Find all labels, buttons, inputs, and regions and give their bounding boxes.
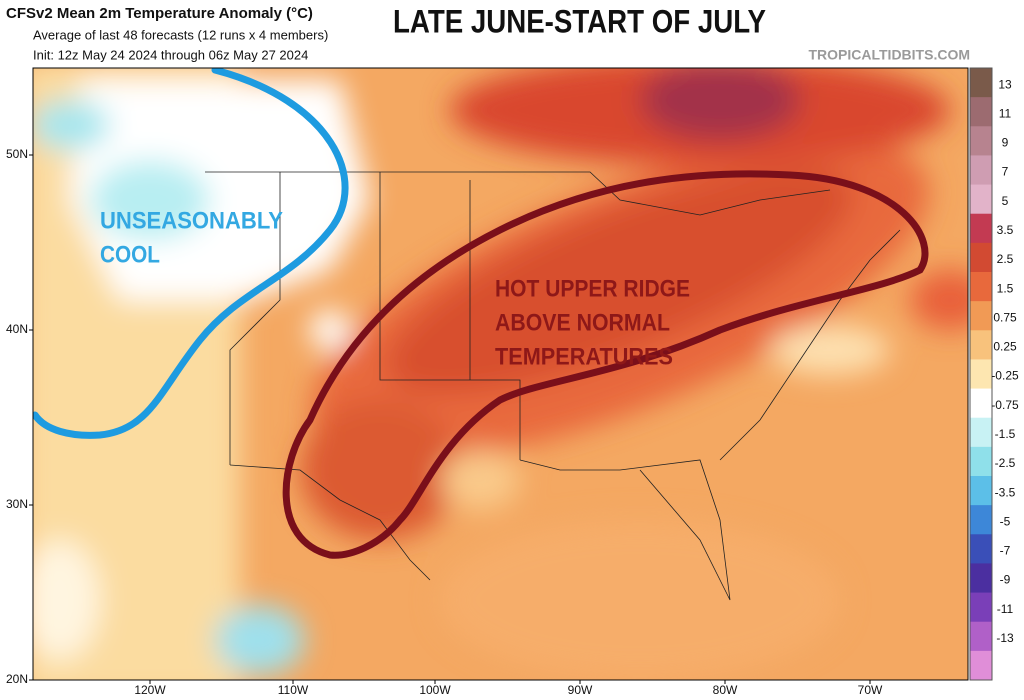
colorbar-segment bbox=[970, 388, 992, 419]
colorbar-label: 7 bbox=[1002, 165, 1009, 179]
colorbar-label: -0.25 bbox=[991, 369, 1019, 383]
colorbar-segment bbox=[970, 184, 992, 215]
colorbar-label: 5 bbox=[1002, 194, 1009, 208]
lat-label: 50N bbox=[6, 147, 28, 161]
header: CFSv2 Mean 2m Temperature Anomaly (°C) A… bbox=[6, 3, 970, 62]
lon-label: 80W bbox=[713, 683, 738, 697]
annotation: UNSEASONABLY bbox=[100, 207, 283, 234]
colorbar-label: 1.5 bbox=[997, 281, 1014, 295]
colorbar-segment bbox=[970, 330, 992, 360]
colorbar-segment bbox=[970, 155, 992, 186]
lon-label: 90W bbox=[568, 683, 593, 697]
lat-label: 20N bbox=[6, 672, 28, 686]
colorbar-segment bbox=[970, 505, 992, 535]
colorbar-segment bbox=[970, 126, 992, 156]
colorbar-segment bbox=[970, 97, 992, 127]
colorbar-segment bbox=[970, 213, 992, 244]
borders bbox=[205, 171, 901, 601]
colorbar-label: 0.25 bbox=[993, 340, 1017, 354]
colorbar-segment bbox=[970, 650, 992, 681]
colorbar-label: -0.75 bbox=[991, 398, 1019, 412]
colorbar-label: -1.5 bbox=[995, 427, 1016, 441]
colorbar-label: 11 bbox=[999, 106, 1012, 120]
colorbar-label: 3.5 bbox=[997, 223, 1014, 237]
colorbar-label: 9 bbox=[1002, 136, 1009, 150]
anomaly-field bbox=[33, 68, 968, 680]
colorbar-segment bbox=[970, 621, 992, 652]
map bbox=[33, 68, 968, 680]
colorbar-segment bbox=[970, 592, 992, 623]
title: CFSv2 Mean 2m Temperature Anomaly (°C) bbox=[6, 5, 313, 22]
lon-label: 100W bbox=[419, 683, 451, 697]
colorbar-segment bbox=[970, 242, 992, 273]
colorbar-label: -5 bbox=[1000, 514, 1011, 528]
map-frame bbox=[32, 67, 969, 681]
colorbar-label: 0.75 bbox=[993, 310, 1017, 324]
colorbar-label: -2.5 bbox=[995, 456, 1016, 470]
subtitle: Average of last 48 forecasts (12 runs x … bbox=[33, 27, 328, 42]
colorbar-segment bbox=[970, 476, 992, 506]
colorbar-segment bbox=[970, 272, 992, 302]
colorbar-segment bbox=[970, 301, 992, 331]
lat-label: 30N bbox=[6, 497, 28, 511]
lon-label: 70W bbox=[858, 683, 883, 697]
headline: LATE JUNE-START OF JULY bbox=[393, 3, 766, 39]
colorbar-label: -13 bbox=[996, 631, 1014, 645]
credit: TROPICALTIDBITS.COM bbox=[808, 47, 970, 63]
colorbar-segment bbox=[970, 446, 992, 477]
annotation: TEMPERATURES bbox=[495, 343, 673, 370]
colorbar-segment bbox=[970, 563, 992, 594]
colorbar-label: -9 bbox=[1000, 573, 1011, 587]
colorbar-label: -7 bbox=[1000, 544, 1011, 558]
colorbar-label: 2.5 bbox=[997, 252, 1014, 266]
lon-label: 110W bbox=[278, 683, 309, 697]
colorbar-label: 13 bbox=[998, 77, 1012, 91]
init: Init: 12z May 24 2024 through 06z May 27… bbox=[33, 47, 308, 62]
cool-outline bbox=[33, 68, 349, 439]
colorbar-segment bbox=[970, 534, 992, 564]
colorbar-segment bbox=[970, 417, 992, 448]
ridge-outline bbox=[282, 170, 929, 559]
annotation: HOT UPPER RIDGE bbox=[495, 275, 690, 302]
colorbar-segment bbox=[970, 68, 992, 98]
colorbar-segment bbox=[970, 359, 992, 390]
colorbar-label: -11 bbox=[997, 602, 1014, 616]
lat-label: 40N bbox=[6, 322, 28, 336]
colorbar-label: -3.5 bbox=[995, 485, 1016, 499]
colorbar-frame bbox=[969, 67, 993, 681]
lon-label: 120W bbox=[134, 683, 166, 697]
annotation: COOL bbox=[100, 241, 160, 268]
annotation: ABOVE NORMAL bbox=[495, 309, 670, 336]
